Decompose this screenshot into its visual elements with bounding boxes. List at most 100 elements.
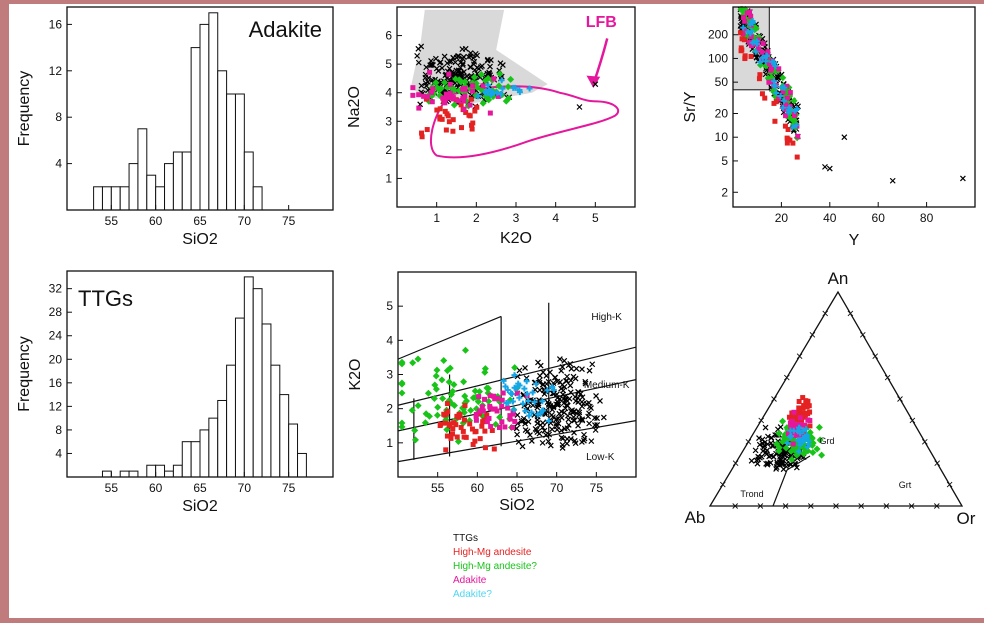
k2o-sio2-point xyxy=(398,419,406,427)
field-label-medium-k: Medium-K xyxy=(584,380,630,391)
k2o-sio2-point xyxy=(460,428,466,434)
na2o-k2o-point xyxy=(422,80,429,87)
k2o-sio2-point xyxy=(441,411,447,417)
k2o-sio2-point xyxy=(488,423,494,429)
k2o-sio2-point xyxy=(562,393,569,400)
sry-ytick-label: 50 xyxy=(715,75,729,89)
na2o-k2o-point xyxy=(470,88,476,94)
k2o-sio2-point xyxy=(558,367,565,374)
na2o-k2o-point xyxy=(416,92,422,98)
sry-point xyxy=(780,97,787,104)
ternary-point xyxy=(790,431,796,437)
ternary-point xyxy=(779,453,786,460)
lfb-label: LFB xyxy=(586,14,617,31)
ternary-tick xyxy=(859,331,866,338)
k2o-sio2-point xyxy=(461,346,469,354)
sry-point xyxy=(771,78,778,85)
sry-point xyxy=(747,30,754,37)
na2o-k2o-point xyxy=(469,122,475,128)
sry-point xyxy=(785,127,791,133)
k2o-sio2-point xyxy=(592,427,599,433)
k2o-sio2-point xyxy=(504,386,511,393)
na2o-k2o-ytick-label: 5 xyxy=(385,57,392,71)
k2o-sio2-point xyxy=(585,399,592,406)
na2o-k2o-point xyxy=(440,95,446,101)
na2o-k2o-xtick-label: 5 xyxy=(592,211,599,225)
k2o-sio2-point xyxy=(571,437,578,444)
na2o-k2o-point xyxy=(490,90,497,97)
ternary-tick xyxy=(719,481,726,488)
k2o-sio2-point xyxy=(562,405,569,412)
ternary-point xyxy=(752,447,759,454)
k2o-sio2-point xyxy=(576,411,583,418)
k2o-sio2-point xyxy=(408,406,416,414)
sry-point xyxy=(771,59,778,66)
na2o-k2o-point xyxy=(446,119,452,125)
ternary-point xyxy=(787,433,794,440)
k2o-sio2-point xyxy=(514,390,520,396)
k2o-sio2-point xyxy=(581,431,587,438)
sry-point xyxy=(741,14,747,20)
k2o-sio2-point xyxy=(575,422,581,429)
na2o-k2o-point xyxy=(507,75,515,83)
hist-adakite-xtick-label: 60 xyxy=(149,214,163,228)
k2o-sio2-point xyxy=(499,403,505,409)
k2o-sio2-point xyxy=(509,398,516,405)
sry-point xyxy=(762,58,769,65)
k2o-sio2-point xyxy=(476,394,482,400)
hist-ttg-ytick-label: 28 xyxy=(49,305,63,319)
ternary-point xyxy=(807,423,813,429)
k2o-sio2-point xyxy=(541,427,548,434)
hist-ttg-ytick-label: 20 xyxy=(49,352,63,366)
ternary-tick xyxy=(847,310,854,317)
k2o-sio2-point xyxy=(494,395,500,401)
sry-point xyxy=(752,48,759,55)
ternary-point xyxy=(799,437,806,444)
ternary-point xyxy=(790,441,796,447)
na2o-k2o-point xyxy=(446,65,453,72)
na2o-k2o-xtick-label: 2 xyxy=(473,211,480,225)
k2o-sio2-point xyxy=(516,367,523,374)
ternary-point xyxy=(807,409,813,415)
k2o-sio2-point xyxy=(541,391,548,397)
k2o-sio2-point xyxy=(477,436,483,442)
na2o-k2o-point xyxy=(479,99,487,107)
ternary-point xyxy=(815,423,823,431)
sry-point xyxy=(756,46,762,52)
sry-point xyxy=(759,49,765,55)
na2o-k2o-point xyxy=(415,59,422,66)
ternary-point xyxy=(780,450,787,457)
sry-point xyxy=(790,97,798,105)
hist-ttg-xlabel: SiO2 xyxy=(182,498,218,515)
k2o-sio2-point xyxy=(482,396,488,402)
ternary-tick xyxy=(758,417,765,424)
k2o-sio2-point xyxy=(567,360,574,367)
k2o-sio2-point xyxy=(579,394,586,401)
na2o-k2o-point xyxy=(425,94,431,100)
na2o-k2o-point xyxy=(446,71,452,77)
ternary-point xyxy=(791,409,797,415)
k2o-sio2-point xyxy=(471,387,479,395)
k2o-sio2-point xyxy=(539,398,546,405)
ternary-tick xyxy=(757,503,764,509)
sry-point xyxy=(741,37,747,43)
na2o-k2o-point xyxy=(487,57,494,64)
k2o-sio2-point xyxy=(476,411,482,417)
na2o-k2o-point xyxy=(433,84,441,92)
legend-item-adakite-q: Adakite? xyxy=(453,589,492,600)
na2o-k2o-ytick-label: 6 xyxy=(385,29,392,43)
sry-point xyxy=(785,107,792,114)
medium-k-line xyxy=(397,379,637,432)
k2o-sio2-point xyxy=(570,414,577,421)
k2o-sio2-point xyxy=(539,424,546,431)
hist-adakite-bar xyxy=(190,47,201,211)
na2o-k2o-point xyxy=(498,90,505,97)
ternary-point xyxy=(806,403,812,409)
sry-xtick-label: 20 xyxy=(775,211,789,225)
k2o-sio2-point xyxy=(499,419,505,425)
legend-item-high-mg-andesite: High-Mg andesite xyxy=(453,547,532,558)
sry-point xyxy=(841,134,848,141)
ternary-point xyxy=(785,431,791,437)
k2o-sio2-point xyxy=(582,378,589,385)
k2o-sio2-point xyxy=(463,397,471,405)
